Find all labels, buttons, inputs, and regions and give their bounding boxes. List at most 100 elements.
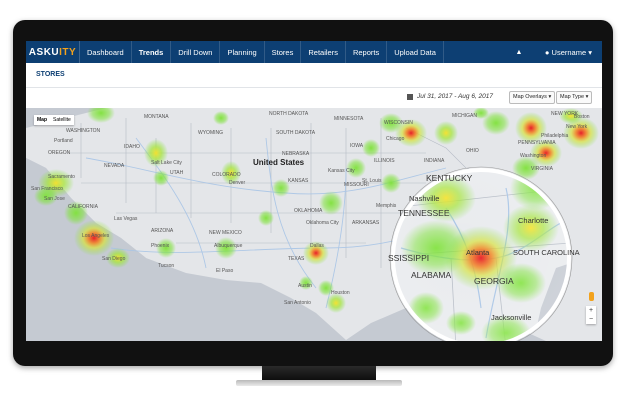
state-label: NEW MEXICO xyxy=(209,230,242,236)
nav-reports[interactable]: Reports xyxy=(346,41,388,63)
city-label: Oklahoma City xyxy=(306,220,339,226)
page-header: STORES xyxy=(26,63,602,88)
nav-trends[interactable]: Trends xyxy=(132,41,172,63)
magnifier-state-label: TENNESSEE xyxy=(398,208,450,218)
zoom-control: + − xyxy=(586,306,596,324)
city-label: Albuquerque xyxy=(214,243,243,249)
city-label: El Paso xyxy=(216,268,234,274)
state-label: TEXAS xyxy=(288,256,305,262)
city-label: Los Angeles xyxy=(82,233,110,239)
city-label: Phoenix xyxy=(151,243,170,249)
city-label: Houston xyxy=(331,290,350,296)
monitor-stand-neck xyxy=(262,366,376,382)
magnifier-city-label: Nashville xyxy=(409,194,440,203)
state-label: MINNESOTA xyxy=(334,116,364,122)
city-label: Austin xyxy=(298,283,312,289)
state-label: MISSOURI xyxy=(344,182,369,188)
magnifier-city-label: Charlotte xyxy=(518,216,549,225)
nav-retailers[interactable]: Retailers xyxy=(301,41,346,63)
map-type-satellite[interactable]: Satellite xyxy=(53,117,71,123)
nav-dashboard[interactable]: Dashboard xyxy=(80,41,132,63)
state-label: PENNSYLVANIA xyxy=(518,140,556,146)
nav-upload-data[interactable]: Upload Data xyxy=(387,41,444,63)
top-nav: ASKU ITY Dashboard Trends Drill Down Plan… xyxy=(26,41,602,63)
magnifier-state-label: SSISSIPPI xyxy=(388,253,430,263)
store-heat-map[interactable]: Map Satellite United States WASHINGTON M… xyxy=(26,108,602,341)
user-menu[interactable]: ● Username ▾ xyxy=(545,48,602,57)
city-label: San Antonio xyxy=(284,300,311,306)
nav-drill-down[interactable]: Drill Down xyxy=(171,41,221,63)
state-label: NEVADA xyxy=(104,163,125,169)
city-label: Memphis xyxy=(376,203,397,209)
map-type-button[interactable]: Map Type ▾ xyxy=(556,91,593,104)
state-label: OKLAHOMA xyxy=(294,208,323,214)
bell-icon[interactable]: ▲ xyxy=(515,48,523,56)
magnifier-state-label: GEORGIA xyxy=(474,276,514,286)
city-label: St. Louis xyxy=(362,178,382,184)
state-label: WISCONSIN xyxy=(384,120,413,126)
state-label: CALIFORNIA xyxy=(68,204,99,210)
magnifier-state-label: SOUTH CAROLINA xyxy=(513,248,580,257)
city-label: Las Vegas xyxy=(114,216,138,222)
map-canvas xyxy=(26,108,602,341)
street-view-pegman-icon[interactable] xyxy=(589,292,594,301)
magnifier-state-label: ALABAMA xyxy=(411,270,452,280)
state-label: WASHINGTON xyxy=(66,128,101,134)
date-range-label: Jul 31, 2017 - Aug 6, 2017 xyxy=(417,93,494,100)
magnifier-city-label: Jacksonville xyxy=(491,313,532,322)
city-label: Denver xyxy=(229,180,246,186)
state-label: IDAHO xyxy=(124,144,140,150)
city-label: Chicago xyxy=(386,136,405,142)
state-label: KANSAS xyxy=(288,178,309,184)
state-label: ARKANSAS xyxy=(352,220,380,226)
username-label: Username ▾ xyxy=(551,47,592,57)
nav-stores[interactable]: Stores xyxy=(265,41,302,63)
city-label: Dallas xyxy=(310,243,324,249)
city-label: Sacramento xyxy=(48,174,75,180)
city-label: New York xyxy=(566,124,588,130)
zoom-in-button[interactable]: + xyxy=(588,307,594,314)
state-label: IOWA xyxy=(350,143,364,149)
state-label: COLORADO xyxy=(212,172,241,178)
state-label: WYOMING xyxy=(198,130,223,136)
zoom-out-button[interactable]: − xyxy=(588,316,594,323)
city-label: Washington xyxy=(520,153,547,159)
country-label: United States xyxy=(253,158,305,167)
map-overlays-button[interactable]: Map Overlays ▾ xyxy=(509,91,556,104)
nav-planning[interactable]: Planning xyxy=(220,41,265,63)
state-label: INDIANA xyxy=(424,158,445,164)
brand-logo[interactable]: ASKU ITY xyxy=(26,41,80,63)
state-label: SOUTH DAKOTA xyxy=(276,130,316,136)
state-label: OHIO xyxy=(466,148,479,154)
state-label: VIRGINIA xyxy=(531,166,553,172)
magnifier-state-label: KENTUCKY xyxy=(426,173,473,183)
city-label: Salt Lake City xyxy=(151,160,182,166)
app-screen: ASKU ITY Dashboard Trends Drill Down Plan… xyxy=(26,41,602,341)
magnifier-city-label: Atlanta xyxy=(466,248,490,257)
city-label: Portland xyxy=(54,138,73,144)
state-label: NEBRASKA xyxy=(282,151,310,157)
city-label: Kansas City xyxy=(328,168,355,174)
city-label: San Francisco xyxy=(31,186,63,192)
calendar-icon xyxy=(407,93,413,100)
state-label: NORTH DAKOTA xyxy=(269,111,309,117)
city-label: Philadelphia xyxy=(541,133,569,139)
state-label: OREGON xyxy=(48,150,71,156)
monitor-stand-base xyxy=(236,380,402,386)
map-type-map[interactable]: Map xyxy=(37,117,47,123)
city-label: Boston xyxy=(574,114,590,120)
state-label: MONTANA xyxy=(144,114,169,120)
city-label: San Jose xyxy=(44,196,65,202)
user-icon: ● xyxy=(544,47,552,57)
state-label: ARIZONA xyxy=(151,228,174,234)
state-label: ILLINOIS xyxy=(374,158,395,164)
state-label: MICHIGAN xyxy=(452,113,477,119)
page-title: STORES xyxy=(36,71,65,78)
city-label: San Diego xyxy=(102,256,126,262)
city-label: Tucson xyxy=(158,263,175,269)
state-label: UTAH xyxy=(170,170,184,176)
toolbar: Jul 31, 2017 - Aug 6, 2017 Map Overlays … xyxy=(26,88,602,108)
date-range-picker[interactable]: Jul 31, 2017 - Aug 6, 2017 xyxy=(407,93,493,100)
state-label: NEW YORK xyxy=(551,111,579,117)
map-type-toggle: Map Satellite xyxy=(34,115,74,125)
